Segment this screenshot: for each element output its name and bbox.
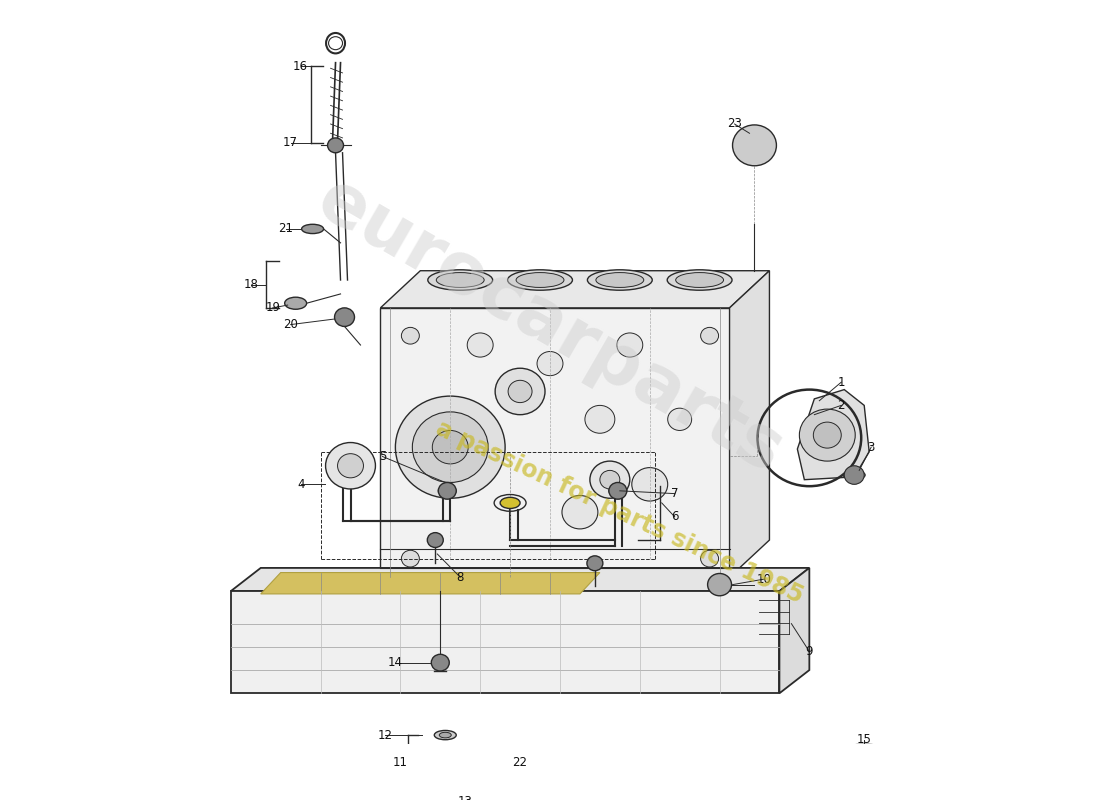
Text: 18: 18 <box>243 278 258 291</box>
Text: 8: 8 <box>456 570 464 584</box>
Text: 7: 7 <box>671 487 679 500</box>
Ellipse shape <box>516 273 564 287</box>
Text: 22: 22 <box>513 757 528 770</box>
Text: 12: 12 <box>378 729 393 742</box>
Ellipse shape <box>285 297 307 310</box>
Circle shape <box>707 574 732 596</box>
Circle shape <box>562 495 598 529</box>
Text: a passion for parts since 1985: a passion for parts since 1985 <box>432 416 807 608</box>
Text: 3: 3 <box>868 441 875 454</box>
Circle shape <box>468 333 493 357</box>
Circle shape <box>800 409 855 461</box>
Circle shape <box>733 125 777 166</box>
Circle shape <box>438 793 453 800</box>
Ellipse shape <box>434 730 456 740</box>
Circle shape <box>412 412 488 482</box>
Polygon shape <box>780 568 810 694</box>
Circle shape <box>395 396 505 498</box>
Ellipse shape <box>596 273 644 287</box>
Text: 2: 2 <box>837 399 845 412</box>
Polygon shape <box>261 573 600 594</box>
Text: 5: 5 <box>378 450 386 463</box>
Text: 11: 11 <box>393 757 408 770</box>
Polygon shape <box>798 390 869 480</box>
Polygon shape <box>729 270 769 578</box>
Circle shape <box>701 550 718 567</box>
Polygon shape <box>231 591 780 694</box>
Ellipse shape <box>500 498 520 509</box>
Ellipse shape <box>439 732 451 738</box>
Polygon shape <box>231 568 810 591</box>
Ellipse shape <box>301 224 323 234</box>
Ellipse shape <box>507 270 572 290</box>
Text: 14: 14 <box>388 656 403 669</box>
Circle shape <box>845 466 865 484</box>
Circle shape <box>600 470 619 489</box>
Circle shape <box>813 422 842 448</box>
Circle shape <box>668 408 692 430</box>
Ellipse shape <box>675 273 724 287</box>
Text: 15: 15 <box>857 734 871 746</box>
Text: 17: 17 <box>283 136 298 149</box>
Circle shape <box>402 550 419 567</box>
Ellipse shape <box>834 788 895 800</box>
Circle shape <box>585 406 615 434</box>
Polygon shape <box>420 754 470 777</box>
Ellipse shape <box>438 486 456 495</box>
Ellipse shape <box>844 470 866 480</box>
Ellipse shape <box>428 270 493 290</box>
Circle shape <box>537 351 563 376</box>
Circle shape <box>631 468 668 501</box>
Circle shape <box>427 533 443 547</box>
Polygon shape <box>829 754 899 795</box>
Text: 6: 6 <box>671 510 679 523</box>
Ellipse shape <box>437 273 484 287</box>
Circle shape <box>617 333 642 357</box>
Circle shape <box>590 461 630 498</box>
Text: 20: 20 <box>283 318 298 331</box>
Circle shape <box>701 327 718 344</box>
Text: 9: 9 <box>805 645 813 658</box>
Circle shape <box>402 327 419 344</box>
Text: 23: 23 <box>727 118 742 130</box>
Circle shape <box>334 308 354 326</box>
Text: 19: 19 <box>265 302 280 314</box>
Circle shape <box>326 442 375 489</box>
Circle shape <box>587 556 603 570</box>
Text: 21: 21 <box>278 222 294 235</box>
Circle shape <box>432 430 469 464</box>
Circle shape <box>508 380 532 402</box>
Ellipse shape <box>668 270 732 290</box>
Text: 4: 4 <box>297 478 305 491</box>
Ellipse shape <box>829 744 899 763</box>
Text: 1: 1 <box>837 376 845 389</box>
Polygon shape <box>530 749 580 782</box>
Circle shape <box>328 138 343 153</box>
Circle shape <box>338 454 363 478</box>
Circle shape <box>438 482 456 499</box>
Ellipse shape <box>736 138 773 153</box>
Ellipse shape <box>609 486 627 495</box>
Text: 16: 16 <box>293 60 308 73</box>
Ellipse shape <box>587 270 652 290</box>
Text: 13: 13 <box>458 795 473 800</box>
Circle shape <box>609 482 627 499</box>
Circle shape <box>431 654 449 671</box>
Circle shape <box>495 368 544 414</box>
Polygon shape <box>381 270 769 308</box>
Text: 10: 10 <box>757 573 772 586</box>
Polygon shape <box>381 308 729 578</box>
Text: eurocarparts: eurocarparts <box>305 165 795 488</box>
